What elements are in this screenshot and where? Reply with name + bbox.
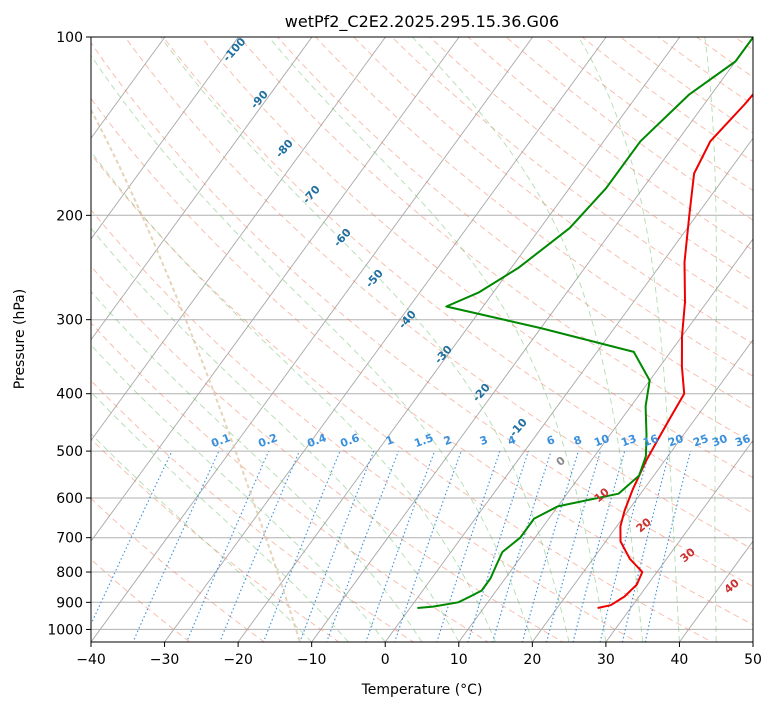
mixing-ratio-label: 1	[384, 433, 396, 448]
mixing-ratio-label: 2	[442, 433, 454, 448]
mixing-ratio-label: 8	[572, 433, 584, 448]
mixing-ratio-line	[467, 450, 529, 642]
x-tick-label: −30	[150, 652, 180, 668]
y-tick-label: 800	[56, 565, 83, 581]
axis-ticks: −40 −30 −20 −10 0 10 20 30 40 5010020030040050060…	[47, 30, 762, 668]
x-tick-label: 0	[381, 652, 390, 668]
dry-adiabat-line	[91, 97, 753, 626]
dry-adiabat-line	[91, 265, 564, 642]
y-tick-label: 100	[56, 30, 83, 46]
mixing-ratio-label: 0.6	[338, 431, 361, 450]
moist-adiabat-line	[91, 54, 533, 642]
dry-adiabat-line	[353, 37, 753, 345]
mixing-ratio-line	[132, 450, 220, 642]
mixing-ratio-label: 36	[733, 432, 752, 450]
mixing-ratio-label: 10	[592, 432, 611, 450]
y-tick-label: 700	[56, 531, 83, 547]
mixing-ratio-line	[91, 450, 173, 626]
mixing-ratio-line	[572, 450, 626, 642]
dry-adiabat-line	[91, 438, 340, 642]
moist-adiabat-line	[160, 37, 570, 642]
mixing-ratio-label: 25	[691, 432, 710, 449]
y-tick-label: 300	[56, 313, 83, 329]
x-axis-label: Temperature (°C)	[361, 682, 483, 698]
mixing-ratio-line	[326, 450, 399, 642]
moist-adiabat-line	[91, 344, 386, 642]
dry-adiabat-line	[239, 37, 753, 444]
isotherm-line	[91, 37, 239, 240]
x-tick-label: 20	[523, 652, 541, 668]
dry-adiabat-line	[467, 37, 753, 251]
isotherm-line	[91, 37, 534, 642]
y-tick-label: 200	[56, 208, 83, 224]
dry-adiabat-line	[200, 37, 753, 479]
mixing-ratio-label: 13	[619, 432, 638, 449]
mixing-ratio-label: 0.2	[256, 431, 279, 450]
y-tick-label: 600	[56, 491, 83, 507]
mixing-ratio-line	[546, 450, 602, 642]
x-tick-label: −20	[223, 652, 253, 668]
y-tick-label: 500	[56, 444, 83, 460]
plot-area: -100-90-80-70-60-50-40-30-20-100.1 0.2 0.4…	[91, 37, 753, 642]
y-axis-label: Pressure (hPa)	[12, 289, 28, 389]
isotherm-line	[458, 238, 753, 642]
x-tick-label: 40	[671, 652, 689, 668]
moist-adiabat-line	[91, 151, 497, 642]
dry-adiabat-line	[391, 37, 753, 313]
mixing-ratio-label: 3	[478, 433, 490, 448]
isotherm-line	[531, 338, 753, 642]
x-tick-label: −40	[76, 652, 106, 668]
mixing-ratio-label: 0.4	[305, 431, 328, 450]
mixing-ratio-line	[262, 450, 341, 642]
mixing-ratio-line	[492, 450, 552, 642]
dry-adiabat-line	[91, 322, 489, 642]
dry-adiabat-line	[162, 37, 753, 514]
y-tick-label: 400	[56, 387, 83, 403]
dry-adiabat-line	[505, 37, 753, 221]
mixing-ratio-label: 1.5	[412, 431, 435, 450]
mixing-ratio-label: 4	[506, 433, 518, 448]
mixing-ratio-line	[299, 450, 375, 642]
temperature-profile-line	[597, 92, 753, 609]
x-tick-label: −10	[297, 652, 327, 668]
mixing-ratio-line	[621, 450, 671, 642]
moist-adiabat-line	[91, 227, 460, 642]
isotherm-line	[164, 37, 607, 642]
moist-adiabat-line	[704, 37, 717, 642]
moist-adiabat-line	[268, 37, 607, 642]
dry-adiabat-line	[124, 37, 753, 550]
dry-adiabat-line	[582, 37, 753, 163]
chart-title: wetPf2_C2E2.2025.295.15.36.G06	[285, 12, 559, 32]
x-tick-label: 50	[744, 652, 762, 668]
isotherm-line	[237, 37, 681, 642]
dewpoint-profile-line	[417, 37, 753, 609]
moist-adiabat-line	[91, 433, 313, 642]
moist-adiabat-line	[91, 391, 349, 642]
mixing-ratio-label: 0.1	[209, 431, 232, 450]
plot-frame	[90, 36, 754, 643]
y-tick-label: 1000	[47, 622, 83, 638]
dry-adiabat-line	[91, 209, 639, 642]
dry-adiabat-line	[91, 41, 753, 587]
isotherm-line	[384, 137, 753, 642]
dry-adiabat-line	[543, 37, 753, 192]
dry-adiabat-line	[429, 37, 753, 282]
mixing-ratio-line	[219, 450, 300, 642]
isotherm-line	[91, 37, 386, 442]
mixing-ratio-line	[599, 450, 650, 642]
x-tick-label: 10	[450, 652, 468, 668]
y-tick-label: 900	[56, 595, 83, 611]
isotherm-line	[605, 439, 753, 642]
mixing-ratio-label: 16	[641, 432, 660, 450]
x-tick-label: 30	[597, 652, 615, 668]
mixing-ratio-line	[521, 450, 579, 642]
moist-adiabat-line	[578, 37, 680, 642]
mixing-ratio-label: 6	[545, 433, 557, 448]
mixing-ratio-label: 30	[710, 432, 729, 450]
mixing-ratio-line	[186, 450, 270, 642]
moist-adiabat-line	[91, 290, 423, 642]
mixing-ratio-label: 20	[666, 432, 685, 450]
reference-curve	[91, 109, 301, 642]
